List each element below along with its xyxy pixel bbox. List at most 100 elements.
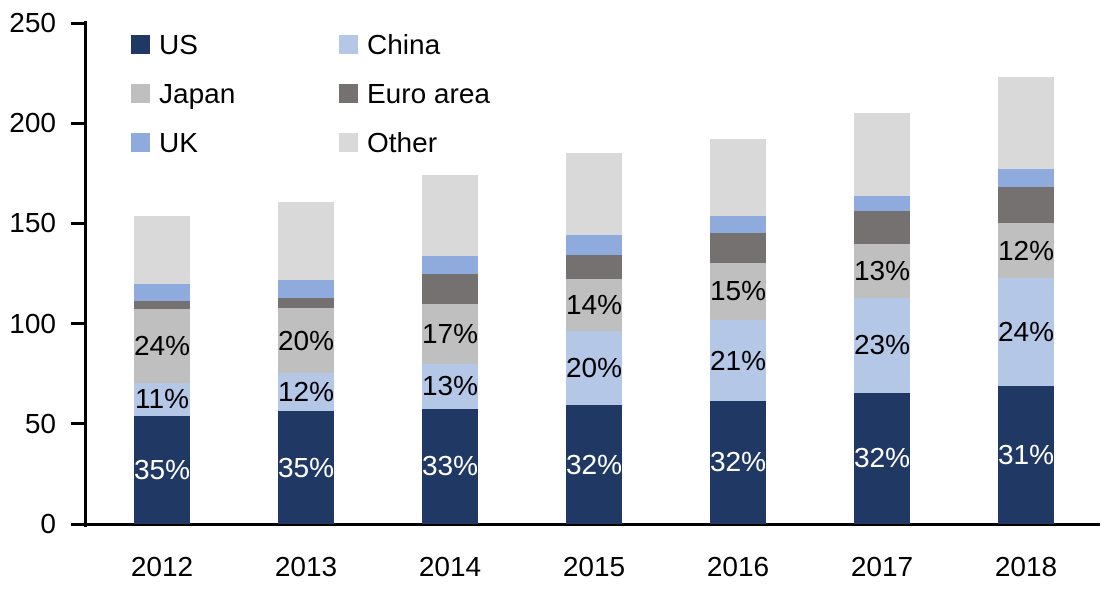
y-axis-tick	[71, 121, 84, 125]
bar-segment-euro-area	[134, 300, 190, 309]
bar-segment-other	[998, 77, 1054, 170]
bar-segment-label: 15%	[709, 275, 767, 307]
bar-segment-japan: 20%	[277, 308, 335, 373]
bar-segment-uk	[854, 196, 910, 212]
x-axis-label-2013: 2013	[274, 551, 338, 582]
bar-segment-other	[854, 113, 910, 197]
bar-segment-other	[278, 202, 334, 281]
bar-segment-label: 11%	[135, 383, 189, 415]
bar-segment-us: 35%	[278, 411, 334, 524]
bar-segment-china: 11%	[134, 382, 190, 417]
bar-segment-japan: 13%	[854, 244, 910, 298]
bar-2016: 32% 21% 15%	[710, 139, 766, 524]
bar-segment-label: 20%	[277, 324, 335, 356]
y-axis-tick-label: 50	[24, 407, 56, 439]
bar-segment-japan: 12%	[998, 223, 1054, 279]
legend-swatch	[339, 35, 358, 54]
bar-segment-euro-area	[278, 298, 334, 309]
bar-segment-china: 12%	[277, 372, 335, 412]
legend-label: Other	[367, 126, 438, 158]
bar-segment-uk	[710, 216, 766, 234]
bar-segment-label: 14%	[565, 289, 623, 321]
bar-2013: 35% 12% 20%	[278, 202, 334, 524]
bar-segment-other	[422, 175, 478, 257]
legend-label: China	[367, 28, 441, 60]
bar-segment-label: 35%	[277, 451, 335, 483]
bar-2018: 31% 24% 12%	[998, 77, 1054, 524]
x-axis-label-2016: 2016	[706, 551, 770, 582]
y-axis-tick-label: 200	[9, 107, 56, 139]
y-axis-tick-label: 0	[40, 508, 56, 539]
bar-segment-china: 24%	[997, 278, 1055, 386]
x-axis-label-2018: 2018	[994, 551, 1058, 582]
legend-item-japan: Japan	[131, 69, 339, 118]
bar-segment-euro-area	[422, 274, 478, 305]
bar-segment-japan: 15%	[709, 262, 767, 321]
bar-segment-us: 32%	[566, 405, 622, 524]
bar-segment-euro-area	[566, 255, 622, 280]
bar-segment-other	[710, 139, 766, 217]
legend-label: Japan	[159, 77, 236, 109]
bar-2014: 33% 13% 17%	[422, 175, 478, 524]
chart-legend: US China Japan Euro area UK Other	[131, 20, 547, 167]
legend-swatch	[131, 84, 150, 103]
bar-segment-label: 20%	[565, 352, 623, 384]
bar-segment-label: 32%	[853, 442, 911, 474]
legend-item-euro-area: Euro area	[339, 69, 547, 118]
y-axis-tick-label: 100	[9, 307, 56, 339]
bar-segment-label: 35%	[133, 454, 191, 486]
legend-swatch	[131, 133, 150, 152]
bar-segment-japan: 17%	[421, 304, 479, 364]
bar-segment-us: 35%	[134, 416, 190, 524]
x-axis-label-2015: 2015	[562, 551, 626, 582]
bar-segment-label: 24%	[997, 315, 1055, 347]
legend-swatch	[131, 35, 150, 54]
bar-segment-euro-area	[710, 233, 766, 263]
bar-segment-label: 23%	[853, 329, 911, 361]
bar-segment-other	[566, 153, 622, 236]
y-axis-tick	[71, 522, 84, 526]
y-axis-tick	[71, 21, 84, 25]
bar-segment-uk	[134, 284, 190, 301]
x-axis-label-2014: 2014	[418, 551, 482, 582]
x-axis-label-2012: 2012	[130, 551, 194, 582]
bar-segment-us: 31%	[997, 385, 1055, 524]
bar-segment-label: 24%	[133, 329, 191, 361]
y-axis-tick	[71, 322, 84, 326]
x-axis-line	[84, 523, 1100, 526]
bar-segment-label: 33%	[421, 450, 479, 482]
bar-segment-china: 20%	[565, 331, 623, 406]
bar-segment-label: 31%	[997, 438, 1055, 470]
bar-segment-uk	[998, 169, 1054, 188]
bar-segment-label: 13%	[421, 370, 479, 402]
legend-label: US	[159, 28, 198, 60]
legend-item-china: China	[339, 20, 547, 69]
legend-label: Euro area	[367, 77, 490, 109]
bar-segment-euro-area	[998, 187, 1054, 224]
x-axis-label-2017: 2017	[850, 551, 914, 582]
legend-label: UK	[159, 126, 198, 158]
bar-2015: 32% 20% 14%	[566, 153, 622, 524]
bar-segment-label: 32%	[709, 446, 767, 478]
bar-segment-china: 23%	[853, 297, 911, 393]
bar-segment-euro-area	[854, 211, 910, 245]
bar-2017: 32% 23% 13%	[854, 113, 910, 524]
y-axis-tick-label: 250	[9, 7, 56, 38]
bar-segment-japan: 14%	[565, 279, 623, 332]
y-axis-tick-label: 150	[9, 207, 56, 239]
legend-swatch	[339, 133, 358, 152]
bar-segment-uk	[566, 235, 622, 256]
y-axis-tick	[71, 221, 84, 225]
bar-segment-label: 21%	[709, 344, 767, 376]
bar-segment-uk	[422, 256, 478, 275]
bar-segment-other	[134, 216, 190, 285]
bar-segment-china: 13%	[421, 363, 479, 409]
bar-segment-label: 13%	[853, 255, 911, 287]
bar-segment-label: 12%	[277, 376, 335, 408]
bar-segment-us: 32%	[853, 392, 911, 524]
y-axis-tick	[71, 422, 84, 426]
legend-item-other: Other	[339, 118, 547, 167]
y-axis-line	[84, 21, 87, 527]
bar-segment-label: 17%	[421, 318, 479, 350]
